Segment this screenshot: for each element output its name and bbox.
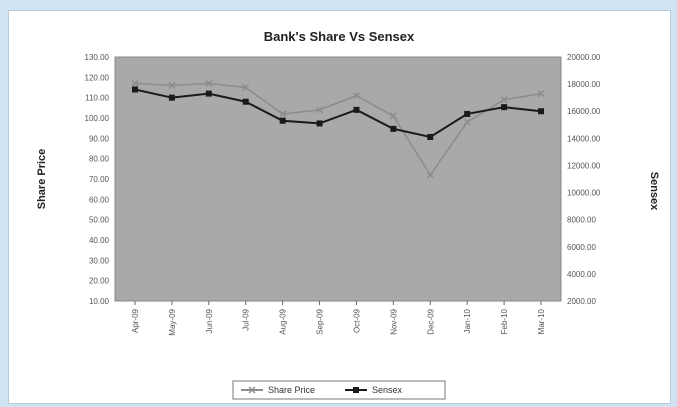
x-tick-label: Dec-09: [426, 308, 435, 334]
y-tick-label: 50.00: [89, 216, 110, 225]
data-point: [537, 90, 545, 98]
y-tick-label: 90.00: [89, 134, 110, 143]
x-tick-label: Oct-09: [352, 308, 361, 333]
y-tick-label: 30.00: [89, 256, 110, 265]
data-point: [316, 106, 324, 114]
x-tick-label: May-09: [168, 308, 177, 335]
y-tick-label: 130.00: [85, 53, 110, 62]
series-line: [134, 88, 542, 139]
data-point: [426, 171, 434, 179]
y2-tick-label: 6000.00: [567, 243, 596, 252]
data-point: [463, 118, 471, 126]
data-point: [279, 110, 287, 118]
line-chart: Bank's Share Vs Sensex Share Price Sense…: [36, 29, 660, 400]
y-tick-label: 40.00: [89, 236, 110, 245]
y2-tick-label: 10000.00: [567, 189, 601, 198]
legend-box: [232, 380, 446, 400]
data-point: [464, 110, 471, 117]
x-tick-label: Sep-09: [316, 308, 325, 334]
data-point: [168, 94, 175, 101]
y2-tick-label: 16000.00: [567, 107, 601, 116]
data-point: [316, 120, 323, 127]
x-tick-label: Jul-09: [242, 308, 251, 330]
y-tick-label: 120.00: [85, 73, 110, 82]
y2-tick-label: 14000.00: [567, 134, 601, 143]
x-tick-label: Apr-09: [131, 308, 140, 333]
data-point: [131, 79, 139, 87]
y2-tick-label: 18000.00: [567, 80, 601, 89]
data-point: [500, 96, 508, 104]
series-layer: [131, 79, 545, 179]
legend-label: Sensex: [372, 385, 403, 395]
y-tick-label: 20.00: [89, 277, 110, 286]
data-point: [389, 112, 397, 120]
y2-tick-label: 4000.00: [567, 270, 596, 279]
y2-tick-label: 2000.00: [567, 297, 596, 306]
y-tick-label: 80.00: [89, 155, 110, 164]
legend-label: Share Price: [268, 385, 315, 395]
right-axis-ticks: 20000.00 18000.00 16000.00 14000.00 12000.00…: [567, 53, 601, 306]
left-axis-ticks: 130.00 120.00 110.00 100.00 90.00 80.00 70.00 6…: [85, 53, 110, 306]
y-tick-label: 60.00: [89, 195, 110, 204]
data-point: [242, 83, 250, 92]
legend-item: Sensex: [345, 385, 403, 395]
y-tick-label: 100.00: [85, 114, 110, 123]
data-point: [427, 133, 434, 140]
plot-area: [114, 56, 562, 302]
data-point: [205, 90, 212, 97]
y2-tick-label: 20000.00: [567, 53, 601, 62]
x-tick-label: Nov-09: [389, 308, 398, 334]
y-axis-title: Share Price: [36, 149, 48, 210]
y-tick-label: 10.00: [89, 297, 110, 306]
x-tick-label: Jan-10: [463, 308, 472, 333]
chart-frame: Bank's Share Vs Sensex Share Price Sense…: [8, 10, 671, 404]
legend: Share Price Sensex: [232, 380, 446, 400]
y2-tick-label: 8000.00: [567, 216, 596, 225]
data-point: [279, 117, 286, 124]
x-tick-label: Jun-09: [205, 308, 214, 333]
y-tick-label: 110.00: [85, 94, 109, 103]
y-tick-label: 70.00: [89, 175, 110, 184]
x-tick-label: Feb-10: [500, 308, 509, 334]
data-point: [538, 108, 544, 115]
legend-item: Share Price: [241, 385, 315, 395]
data-point: [205, 79, 213, 87]
x-tick-label: Aug-09: [279, 308, 288, 334]
x-axis-ticks: Apr-09 May-09 Jun-09 Jul-09 Aug-09 Sep-09 Oct-…: [131, 301, 546, 336]
data-point: [501, 104, 508, 111]
data-point: [353, 106, 360, 113]
data-point: [168, 81, 176, 89]
data-point: [242, 98, 249, 105]
series-line: [134, 82, 542, 177]
chart-title: Bank's Share Vs Sensex: [264, 29, 415, 44]
data-point: [390, 125, 397, 132]
data-point: [132, 86, 138, 93]
y2-tick-label: 12000.00: [567, 161, 601, 170]
y2-axis-title: Sensex: [648, 172, 660, 211]
data-point: [352, 92, 360, 100]
x-tick-label: Mar-10: [537, 308, 546, 334]
